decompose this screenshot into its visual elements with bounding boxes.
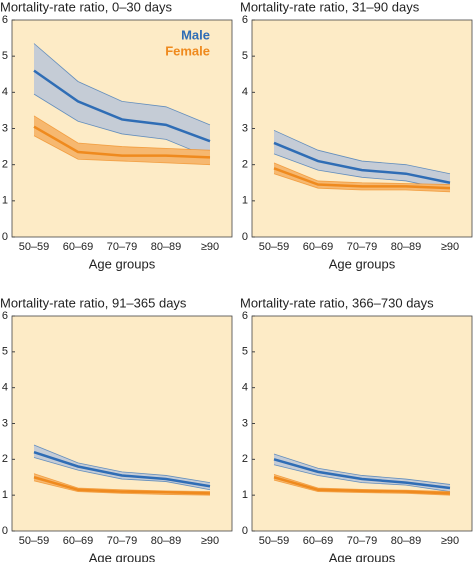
series-line [33, 476, 211, 495]
band-edge [273, 129, 451, 175]
x-tick-label: 70–79 [107, 535, 138, 547]
y-tick-label: 5 [242, 346, 248, 358]
y-tick-label: 1 [2, 489, 8, 501]
x-axis-label: Age groups [89, 256, 156, 271]
x-tick-label: ≥90 [201, 535, 219, 547]
y-tick-label: 4 [242, 382, 248, 394]
x-tick-label: 80–89 [151, 535, 182, 547]
y-tick-label: 1 [2, 195, 8, 207]
series-line [33, 125, 211, 159]
x-tick-label: 50–59 [259, 535, 290, 547]
legend-entry: Female [165, 43, 210, 58]
y-tick-label: 3 [242, 417, 248, 429]
series-line [33, 69, 211, 143]
x-tick-label: 50–59 [259, 241, 290, 253]
band-edge [33, 473, 211, 492]
x-axis-label: Age groups [89, 550, 156, 562]
x-tick-label: 50–59 [19, 241, 50, 253]
series-line [33, 450, 211, 488]
x-tick-label: 60–69 [63, 535, 94, 547]
legend-entry: Male [181, 27, 210, 42]
band-edge [273, 162, 451, 185]
y-tick-label: 0 [2, 525, 8, 537]
band-edge [33, 93, 211, 158]
y-tick-label: 6 [242, 14, 248, 26]
confidence-band [274, 130, 450, 190]
y-tick-label: 6 [2, 14, 8, 26]
x-tick-label: 80–89 [391, 535, 422, 547]
band-edge [33, 135, 211, 166]
plot-area [11, 315, 233, 532]
y-tick-label: 2 [2, 159, 8, 171]
x-tick-label: ≥90 [441, 241, 459, 253]
series-line [273, 167, 451, 190]
series-line [273, 476, 451, 495]
plot-area [251, 315, 473, 532]
y-tick-label: 3 [242, 122, 248, 134]
band-edge [273, 464, 451, 492]
x-tick-label: 80–89 [391, 241, 422, 253]
band-edge [273, 474, 451, 492]
x-tick-label: 60–69 [63, 241, 94, 253]
y-tick-label: 6 [242, 310, 248, 322]
chart-title: Mortality-rate ratio, 0–30 days [0, 0, 172, 14]
x-tick-label: ≥90 [201, 241, 219, 253]
y-tick-label: 5 [242, 50, 248, 62]
y-tick-label: 0 [242, 231, 248, 243]
x-axis-label: Age groups [329, 550, 396, 562]
band-edge [273, 453, 451, 485]
band-edge [33, 444, 211, 484]
y-tick-label: 3 [2, 122, 8, 134]
y-tick-label: 2 [242, 159, 248, 171]
y-tick-label: 0 [2, 231, 8, 243]
y-tick-label: 1 [242, 489, 248, 501]
series-line [273, 458, 451, 490]
y-tick-label: 4 [2, 382, 8, 394]
x-tick-label: 70–79 [347, 241, 378, 253]
y-tick-label: 5 [2, 50, 8, 62]
y-tick-label: 1 [242, 195, 248, 207]
x-axis-label: Age groups [329, 256, 396, 271]
band-edge [33, 115, 211, 151]
confidence-band [34, 43, 210, 158]
chart-title: Mortality-rate ratio, 31–90 days [240, 0, 420, 14]
x-tick-label: 80–89 [151, 241, 182, 253]
x-tick-label: 60–69 [303, 241, 334, 253]
band-edge [33, 480, 211, 496]
x-tick-label: 50–59 [19, 535, 50, 547]
band-edge [273, 479, 451, 496]
y-tick-label: 3 [2, 417, 8, 429]
x-tick-label: ≥90 [441, 535, 459, 547]
x-tick-label: 70–79 [347, 535, 378, 547]
series-line [273, 141, 451, 184]
y-tick-label: 2 [242, 453, 248, 465]
y-tick-label: 0 [242, 525, 248, 537]
band-edge [273, 173, 451, 193]
y-tick-label: 6 [2, 310, 8, 322]
y-tick-label: 4 [242, 86, 248, 98]
x-tick-label: 60–69 [303, 535, 334, 547]
band-edge [33, 457, 211, 491]
y-tick-label: 2 [2, 453, 8, 465]
chart-title: Mortality-rate ratio, 366–730 days [240, 295, 434, 310]
plot-area [251, 19, 473, 238]
chart-title: Mortality-rate ratio, 91–365 days [0, 295, 187, 310]
band-edge [33, 43, 211, 126]
y-tick-label: 5 [2, 346, 8, 358]
x-tick-label: 70–79 [107, 241, 138, 253]
y-tick-label: 4 [2, 86, 8, 98]
